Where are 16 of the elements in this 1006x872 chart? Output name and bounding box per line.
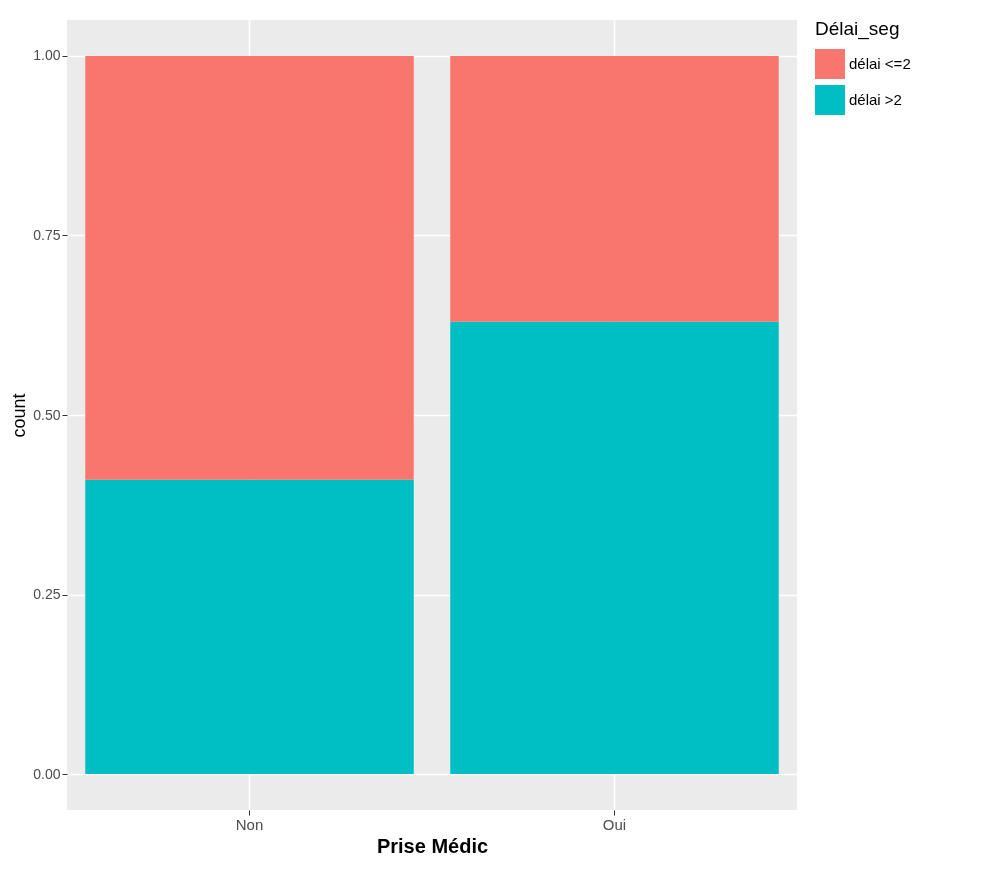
legend-label: délai <=2 — [849, 55, 911, 72]
bar — [450, 321, 779, 775]
bar — [85, 55, 414, 480]
x-tick-label: Non — [235, 815, 264, 833]
x-tick-label: Oui — [602, 815, 627, 833]
bar — [450, 55, 779, 322]
y-tick-label: 0.25 — [33, 586, 61, 603]
bar — [85, 479, 414, 775]
y-tick-label: 0.50 — [33, 406, 61, 423]
legend-label: délai >2 — [849, 91, 902, 108]
x-axis-title: Prise Médic — [376, 834, 489, 857]
y-tick-label: 1.00 — [33, 47, 61, 64]
legend-title: Délai_seg — [815, 18, 900, 40]
y-tick-label: 0.00 — [33, 765, 61, 782]
y-axis-title: count — [9, 393, 30, 438]
y-tick-label: 0.75 — [33, 226, 61, 243]
